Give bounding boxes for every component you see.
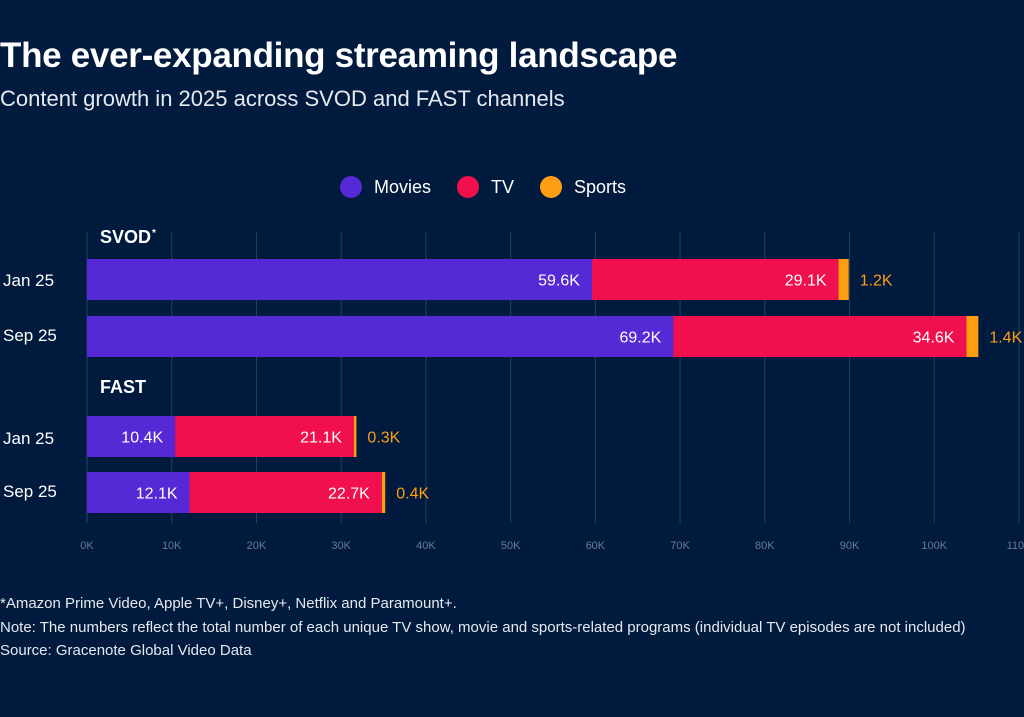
bar-sports (381, 472, 386, 513)
legend-label-sports: Sports (574, 176, 627, 197)
bar-tv (189, 472, 382, 513)
bar-movies (87, 472, 190, 513)
data-label-tv: 34.6K (913, 330, 955, 347)
group-label-svod: SVOD* (100, 227, 156, 248)
x-tick-label: 100K (921, 540, 947, 552)
x-tick-label: 110K (1007, 540, 1024, 552)
data-label-sports: 0.4K (396, 486, 429, 503)
x-tick-label: 30K (331, 540, 351, 552)
data-label-movies: 59.6K (538, 273, 580, 290)
data-label-sports: 1.2K (860, 273, 893, 290)
x-tick-label: 10K (162, 540, 182, 552)
chart-subtitle: Content growth in 2025 across SVOD and F… (0, 86, 565, 111)
footnotes: *Amazon Prime Video, Apple TV+, Disney+,… (0, 592, 966, 663)
bar-sports (838, 259, 849, 300)
legend-swatch-movies (340, 176, 362, 198)
x-tick-label: 50K (501, 540, 521, 552)
x-tick-label: 60K (586, 540, 606, 552)
bar-movies (87, 416, 176, 457)
data-label-tv: 21.1K (300, 430, 342, 447)
data-label-tv: 22.7K (328, 486, 370, 503)
legend: Movies TV Sports (340, 176, 652, 198)
data-label-movies: 69.2K (620, 330, 662, 347)
bar-sports (353, 416, 357, 457)
legend-swatch-sports (540, 176, 563, 198)
row-label-fast-sep: Sep 25 (3, 482, 57, 501)
data-label-sports: 1.4K (989, 330, 1022, 347)
legend-item-movies: Movies (340, 176, 431, 198)
footnote-source: Source: Gracenote Global Video Data (0, 642, 252, 659)
legend-item-tv: TV (457, 176, 514, 198)
legend-label-movies: Movies (374, 176, 432, 197)
x-tick-label: 70K (670, 540, 690, 552)
data-label-movies: 10.4K (121, 430, 163, 447)
x-tick-label: 20K (247, 540, 267, 552)
x-tick-label: 80K (755, 540, 775, 552)
footnote-providers: *Amazon Prime Video, Apple TV+, Disney+,… (0, 595, 457, 612)
data-label-sports: 0.3K (367, 430, 400, 447)
footnote-note: Note: The numbers reflect the total numb… (0, 618, 966, 636)
data-label-movies: 12.1K (136, 486, 178, 503)
bar-tv (673, 316, 967, 357)
row-label-svod-jan: Jan 25 (3, 271, 55, 290)
group-marker-svod: * (152, 228, 156, 239)
row-label-svod-sep: Sep 25 (3, 326, 57, 345)
x-tick-label: 40K (416, 540, 436, 552)
bar-tv (591, 259, 839, 300)
group-label-fast: FAST (100, 377, 146, 398)
x-tick-label: 0K (80, 540, 94, 552)
group-name-fast: FAST (100, 377, 147, 397)
bar-tv (175, 416, 354, 457)
legend-label-tv: TV (491, 176, 515, 197)
legend-swatch-tv (457, 176, 480, 198)
row-label-fast-jan: Jan 25 (3, 429, 55, 448)
bar-sports (966, 316, 979, 357)
chart-title: The ever-expanding streaming landscape (0, 36, 678, 75)
x-tick-label: 90K (840, 540, 860, 552)
group-name-svod: SVOD (100, 227, 152, 247)
legend-item-sports: Sports (540, 176, 626, 198)
bar-movies (87, 316, 674, 357)
bar-movies (87, 259, 592, 300)
data-label-tv: 29.1K (785, 273, 827, 290)
